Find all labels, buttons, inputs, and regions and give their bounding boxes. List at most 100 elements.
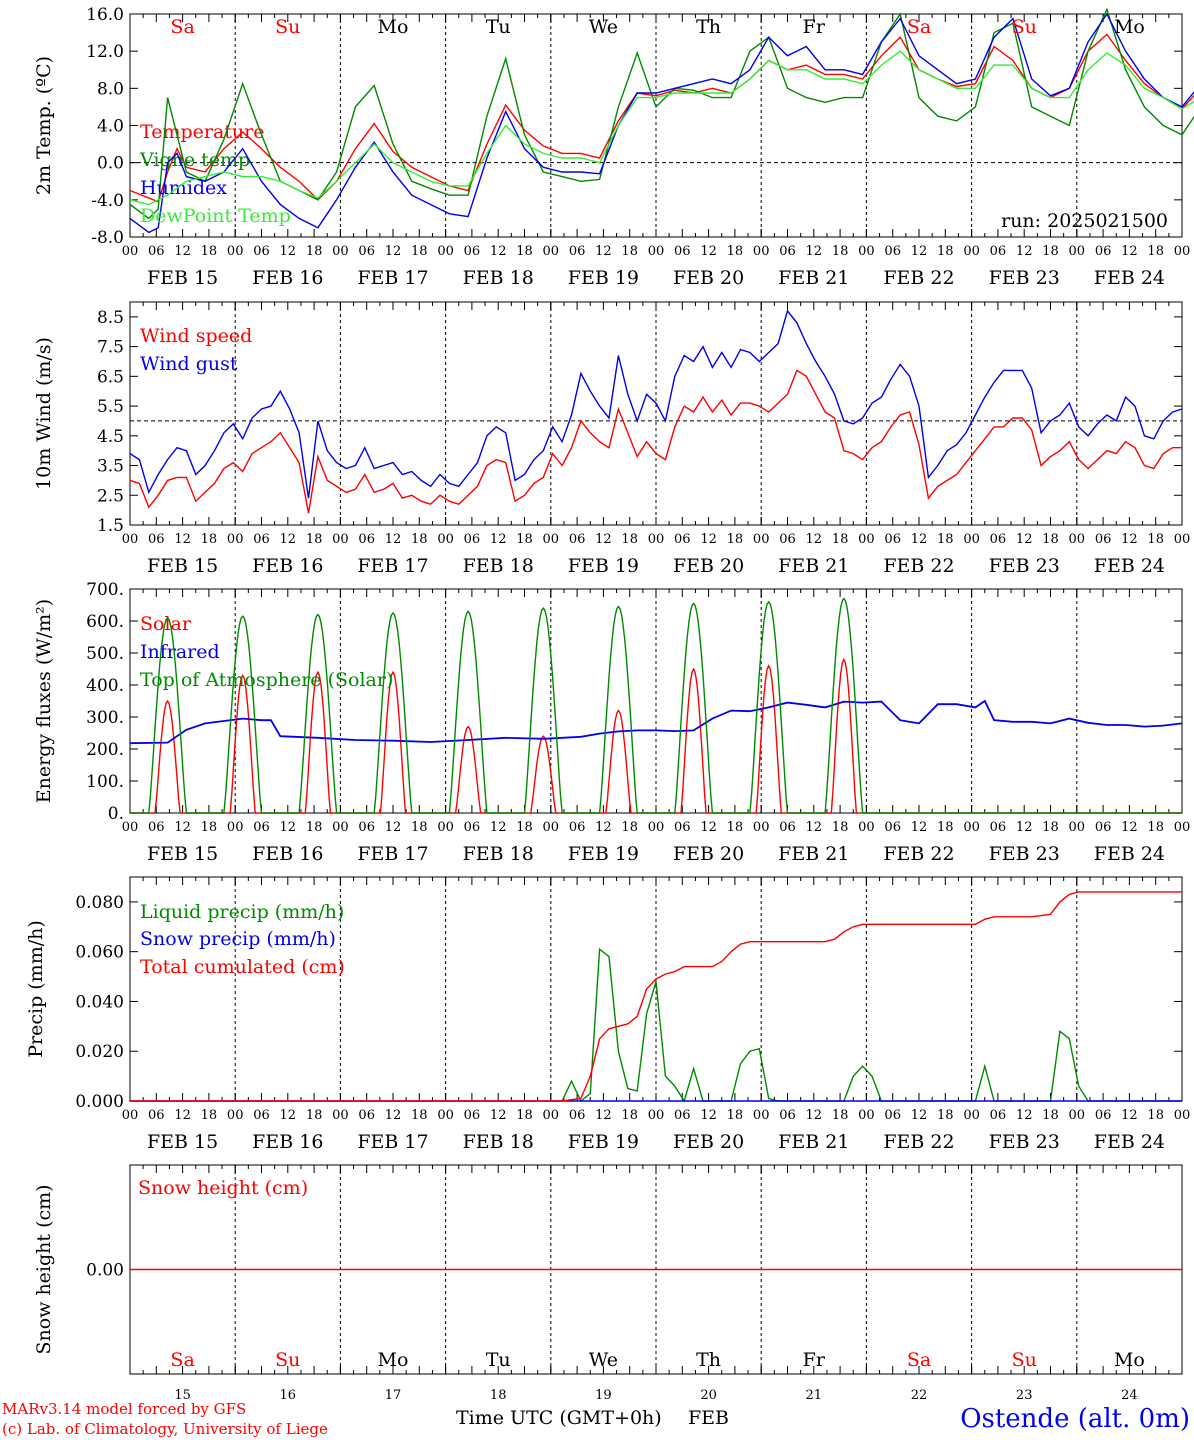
hour-tick-label: 12 xyxy=(806,1108,823,1123)
hour-tick-label: 12 xyxy=(1016,1108,1033,1123)
hour-tick-label: 12 xyxy=(1016,820,1033,835)
hour-tick-label: 00 xyxy=(648,820,665,835)
weekday-label: Sa xyxy=(170,16,194,38)
hour-tick-label: 06 xyxy=(884,244,901,259)
series-dewpoint-temp xyxy=(129,50,1194,206)
hour-tick-label: 00 xyxy=(122,244,139,259)
date-label: FEB 17 xyxy=(357,843,428,865)
hour-tick-label: 06 xyxy=(990,1108,1007,1123)
y-axis-label: Snow height (cm) xyxy=(33,1184,55,1354)
hour-tick-label: 12 xyxy=(806,532,823,547)
y-tick-label: 5.5 xyxy=(97,397,124,417)
weekday-label: We xyxy=(589,1349,618,1371)
hour-tick-label: 00 xyxy=(437,1108,454,1123)
date-label: FEB 24 xyxy=(1094,555,1165,577)
hour-tick-label: 00 xyxy=(963,1108,980,1123)
hour-tick-label: 12 xyxy=(595,820,612,835)
footer-lab: (c) Lab. of Climatology, University of L… xyxy=(2,1420,328,1438)
legend-entry: Infrared xyxy=(140,641,220,663)
weekday-label: Tu xyxy=(486,1349,511,1371)
hour-tick-label: 00 xyxy=(1069,532,1086,547)
y-tick-label: -4.0 xyxy=(91,191,124,211)
hour-tick-label: 00 xyxy=(858,244,875,259)
hour-tick-label: 18 xyxy=(1147,1108,1164,1123)
hour-tick-label: 12 xyxy=(911,532,928,547)
y-tick-label: 8.5 xyxy=(97,308,124,328)
hour-tick-label: 00 xyxy=(753,820,770,835)
weekday-label: Su xyxy=(1012,16,1037,38)
date-label: FEB 18 xyxy=(463,843,534,865)
hour-tick-label: 06 xyxy=(253,244,270,259)
hour-tick-label: 06 xyxy=(779,532,796,547)
hour-tick-label: 18 xyxy=(1147,244,1164,259)
hour-tick-label: 18 xyxy=(201,820,218,835)
hour-tick-label: 00 xyxy=(963,820,980,835)
date-label: FEB 16 xyxy=(252,843,323,865)
hour-tick-label: 06 xyxy=(358,820,375,835)
hour-tick-label: 06 xyxy=(779,820,796,835)
hour-tick-label: 18 xyxy=(201,1108,218,1123)
hour-tick-label: 06 xyxy=(148,1108,165,1123)
hour-tick-label: 12 xyxy=(1121,244,1138,259)
hour-tick-label: 18 xyxy=(621,820,638,835)
y-tick-label: -8.0 xyxy=(91,228,124,248)
hour-tick-label: 18 xyxy=(937,820,954,835)
weekday-label: Sa xyxy=(170,1349,194,1371)
hour-tick-label: 12 xyxy=(280,820,297,835)
hour-tick-label: 18 xyxy=(1147,532,1164,547)
hour-tick-label: 00 xyxy=(227,532,244,547)
date-label: FEB 20 xyxy=(673,843,744,865)
hour-tick-label: 18 xyxy=(727,532,744,547)
hour-tick-label: 00 xyxy=(332,820,349,835)
y-tick-label: 500. xyxy=(86,644,124,664)
y-tick-label: 100. xyxy=(86,772,124,792)
series-temperature xyxy=(129,33,1194,203)
hour-tick-label: 18 xyxy=(621,1108,638,1123)
panel-2: 1.5 2.5 3.5 4.5 5.5 6.5 7.5 8.5 10m Wind (m/s) Wi… xyxy=(33,301,1190,577)
date-label: FEB 17 xyxy=(357,1131,428,1153)
hour-tick-label: 12 xyxy=(595,532,612,547)
date-label: FEB 23 xyxy=(989,1131,1060,1153)
y-tick-label: 0. xyxy=(108,804,124,824)
y-tick-label: 1.5 xyxy=(97,516,124,536)
y-axis-label: 2m Temp. (ºC) xyxy=(33,56,55,195)
day-number-label: 20 xyxy=(700,1388,717,1403)
hour-tick-label: 12 xyxy=(174,244,191,259)
y-tick-label: 8.0 xyxy=(97,79,124,99)
legend-entry: Humidex xyxy=(140,177,227,199)
date-label: FEB 24 xyxy=(1094,1131,1165,1153)
hour-tick-label: 06 xyxy=(358,244,375,259)
y-tick-label: 0.000 xyxy=(75,1092,124,1112)
hour-tick-label: 12 xyxy=(1016,244,1033,259)
series-wind-speed xyxy=(129,369,1182,514)
day-number-label: 21 xyxy=(806,1388,823,1403)
hour-tick-label: 00 xyxy=(122,820,139,835)
date-label: FEB 18 xyxy=(463,1131,534,1153)
weekday-label: Mo xyxy=(378,16,409,38)
date-label: FEB 22 xyxy=(883,267,954,289)
hour-tick-label: 12 xyxy=(174,1108,191,1123)
hour-tick-label: 18 xyxy=(516,532,533,547)
series-humidex xyxy=(129,12,1194,234)
series-infrared xyxy=(129,699,1183,745)
hour-tick-label: 06 xyxy=(1095,820,1112,835)
weekday-label: Su xyxy=(275,16,300,38)
date-label: FEB 21 xyxy=(778,267,849,289)
y-tick-label: 12.0 xyxy=(86,42,124,62)
y-axis-label: 10m Wind (m/s) xyxy=(33,337,55,490)
hour-tick-label: 18 xyxy=(411,1108,428,1123)
y-tick-label: 0.00 xyxy=(86,1261,124,1281)
hour-tick-label: 00 xyxy=(543,532,560,547)
hour-tick-label: 12 xyxy=(1016,532,1033,547)
hour-tick-label: 00 xyxy=(1174,1108,1191,1123)
footer-month: FEB xyxy=(688,1407,729,1429)
y-tick-label: 16.0 xyxy=(86,5,124,25)
date-label: FEB 22 xyxy=(883,555,954,577)
date-label: FEB 15 xyxy=(147,267,218,289)
weekday-label: Th xyxy=(696,16,721,38)
hour-tick-label: 06 xyxy=(779,1108,796,1123)
hour-tick-label: 00 xyxy=(648,1108,665,1123)
hour-tick-label: 12 xyxy=(385,820,402,835)
station-label: Ostende (alt. 0m) xyxy=(960,1404,1190,1434)
hour-tick-label: 12 xyxy=(595,1108,612,1123)
